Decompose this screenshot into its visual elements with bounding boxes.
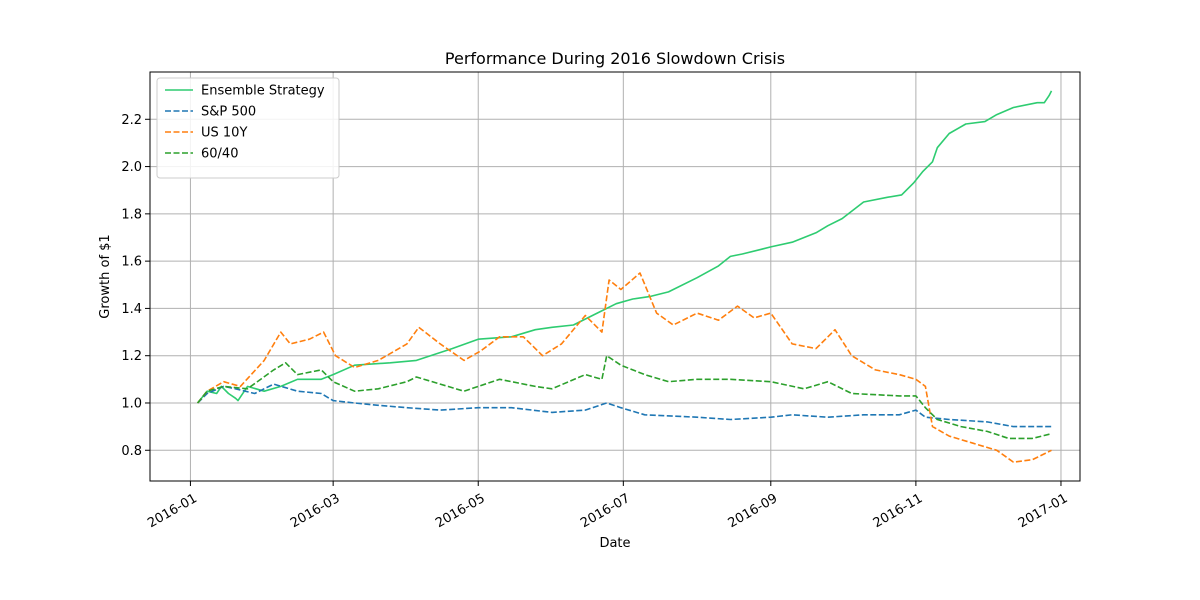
- x-tick-label: 2016-01: [145, 491, 200, 531]
- y-tick-label: 2.0: [121, 160, 142, 175]
- legend-label: Ensemble Strategy: [201, 84, 325, 99]
- y-tick-label: 1.0: [121, 396, 142, 411]
- x-axis-label: Date: [599, 536, 630, 551]
- x-axis: 2016-01 2016-03 2016-05 2016-07 2016-09 2016-…: [145, 481, 1070, 531]
- x-tick-label: 2016-09: [726, 491, 781, 531]
- y-tick-label: 1.6: [121, 255, 142, 270]
- legend-label: US 10Y: [201, 126, 247, 141]
- legend: Ensemble Strategy S&P 500 US 10Y 60/40: [156, 77, 340, 179]
- y-tick-label: 1.4: [121, 302, 142, 317]
- y-tick-label: 1.2: [121, 349, 142, 364]
- x-tick-label: 2016-11: [871, 491, 926, 531]
- x-tick-label: 2016-07: [578, 491, 633, 531]
- chart-title: Performance During 2016 Slowdown Crisis: [445, 49, 785, 68]
- series-layer: [196, 90, 1053, 463]
- plot-frame: [149, 71, 1081, 482]
- grid: [150, 72, 1080, 481]
- x-tick-label: 2016-03: [288, 491, 343, 531]
- y-tick-label: 2.2: [121, 113, 142, 128]
- x-tick-label: 2016-05: [433, 491, 488, 531]
- x-tick-label: 2017-01: [1016, 491, 1071, 531]
- series-line-1: [197, 383, 1052, 428]
- legend-label: S&P 500: [201, 105, 256, 120]
- legend-box: [156, 77, 340, 179]
- y-tick-label: 1.8: [121, 207, 142, 222]
- legend-label: 60/40: [201, 147, 238, 162]
- series-line-3: [196, 354, 1052, 440]
- y-tick-label: 0.8: [121, 444, 142, 459]
- y-axis-label: Growth of $1: [98, 234, 113, 318]
- series-line-2: [196, 272, 1052, 463]
- series-line-0: [196, 90, 1053, 404]
- y-axis: 0.8 1.0 1.2 1.4 1.6 1.8 2.0 2.2: [121, 113, 150, 459]
